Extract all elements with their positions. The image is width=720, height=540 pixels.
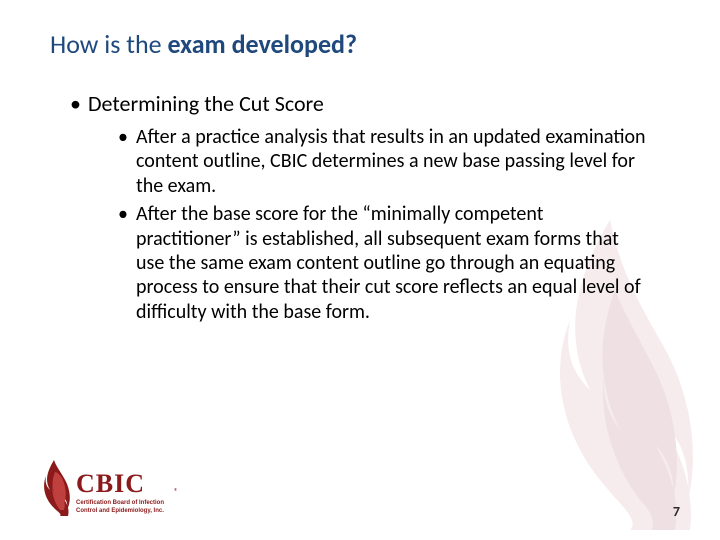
bullet-level2-a: After a practice analysis that results i… — [118, 125, 670, 198]
content-area: How is the exam developed? Determining t… — [50, 28, 670, 324]
logo-registered: ® — [174, 487, 178, 497]
logo-subtitle-line2: Control and Epidemiology, Inc. — [76, 508, 164, 514]
cbic-logo: CBIC ® Certification Board of Infection … — [40, 458, 210, 518]
bullet-level2-b: After the base score for the “minimally … — [118, 202, 670, 324]
slide-title: How is the exam developed? — [50, 28, 670, 60]
logo-acronym: CBIC — [76, 469, 145, 498]
bullet-level1: Determining the Cut Score — [70, 90, 670, 117]
page-number: 7 — [673, 503, 680, 520]
logo-flame-icon — [44, 460, 70, 516]
logo-subtitle-line1: Certification Board of Infection — [76, 500, 164, 506]
slide: How is the exam developed? Determining t… — [0, 0, 720, 540]
